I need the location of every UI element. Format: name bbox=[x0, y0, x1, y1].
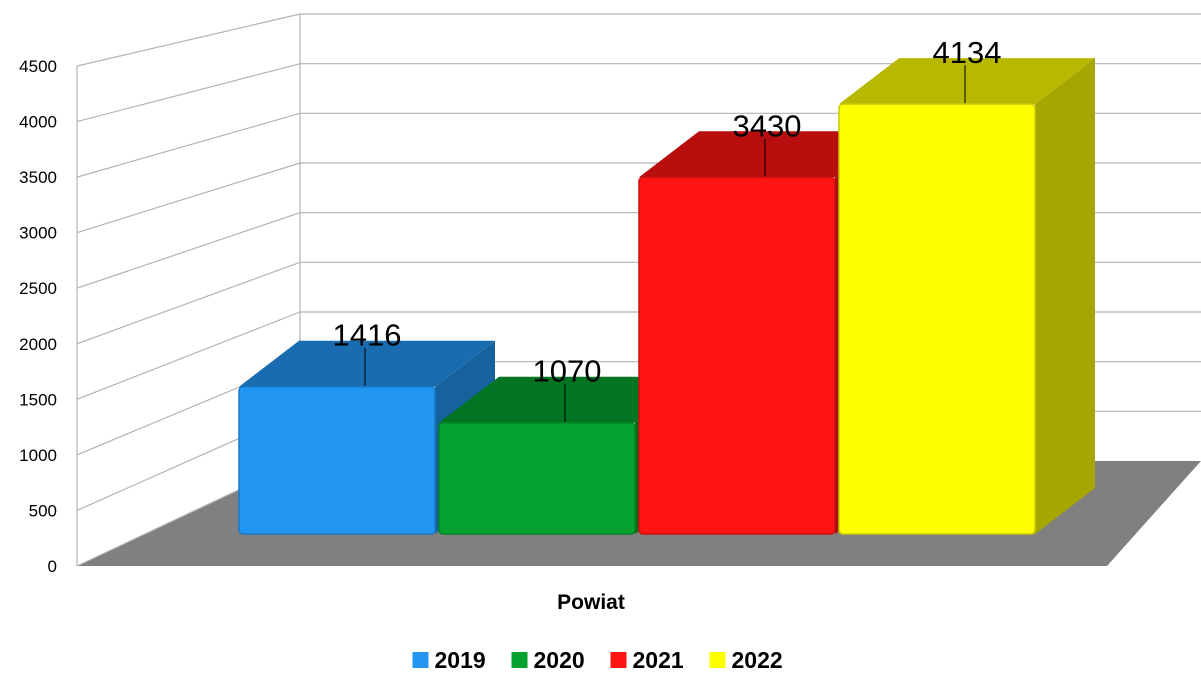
legend-item-2022: 2022 bbox=[709, 647, 783, 673]
bar-front-2019 bbox=[238, 385, 436, 535]
legend-item-2021: 2021 bbox=[610, 647, 684, 673]
y-tick-label: 4000 bbox=[19, 113, 57, 132]
x-axis-label: Powiat bbox=[557, 591, 625, 614]
gridline-side bbox=[76, 162, 301, 234]
data-labels: 1416 1070 3430 4134 bbox=[333, 35, 1002, 422]
bar-front-2022 bbox=[838, 103, 1036, 535]
bar-front-2021 bbox=[638, 176, 836, 535]
legend-swatch-2021 bbox=[610, 652, 627, 668]
y-tick-label: 4500 bbox=[19, 57, 57, 76]
bar-front-2020 bbox=[438, 421, 636, 535]
data-label-2020: 1070 bbox=[533, 354, 602, 389]
bars bbox=[238, 58, 1095, 535]
bar-top-2019 bbox=[239, 340, 495, 387]
legend-swatch-2020 bbox=[511, 652, 528, 668]
data-label-2021: 3430 bbox=[733, 108, 802, 143]
legend-swatch-2019 bbox=[412, 652, 429, 668]
y-tick-label: 2500 bbox=[19, 279, 57, 298]
data-label-2019: 1416 bbox=[333, 318, 402, 353]
legend: 2019 2020 2021 2022 bbox=[412, 647, 783, 673]
gridline-side bbox=[76, 261, 301, 345]
y-tick-label: 0 bbox=[48, 557, 57, 576]
y-tick-label: 3500 bbox=[19, 168, 57, 187]
gridline-side bbox=[76, 112, 301, 178]
legend-swatch-2022 bbox=[709, 652, 726, 668]
gridline-side bbox=[76, 311, 301, 400]
legend-item-2020: 2020 bbox=[511, 647, 585, 673]
legend-label-2021: 2021 bbox=[633, 647, 684, 673]
bar-side-2022 bbox=[1035, 58, 1095, 535]
bar-top-2022 bbox=[839, 58, 1095, 105]
bar-top-2020 bbox=[439, 376, 695, 423]
legend-label-2020: 2020 bbox=[534, 647, 585, 673]
y-tick-label: 3000 bbox=[19, 224, 57, 243]
data-label-2022: 4134 bbox=[933, 35, 1002, 70]
gridline-side bbox=[76, 63, 301, 123]
y-axis: 0 500 1000 1500 2000 2500 3000 3500 4000 4500 bbox=[19, 57, 57, 576]
bar-top-2021 bbox=[639, 131, 895, 178]
gridline-side bbox=[76, 13, 301, 67]
gridline-side bbox=[76, 212, 301, 289]
legend-label-2022: 2022 bbox=[732, 647, 783, 673]
legend-item-2019: 2019 bbox=[412, 647, 486, 673]
bar-2022 bbox=[838, 58, 1095, 535]
y-tick-label: 500 bbox=[29, 501, 57, 520]
y-tick-label: 1500 bbox=[19, 390, 57, 409]
legend-label-2019: 2019 bbox=[435, 647, 486, 673]
y-tick-label: 1000 bbox=[19, 446, 57, 465]
y-tick-label: 2000 bbox=[19, 335, 57, 354]
